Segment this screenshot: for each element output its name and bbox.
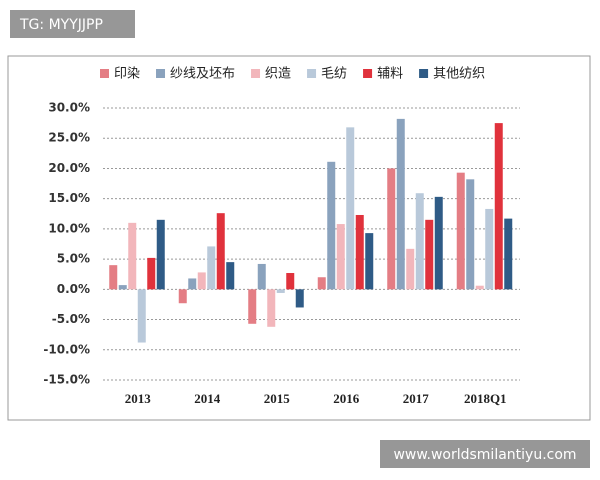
- site-text: www.worldsmilantiyu.com: [393, 447, 576, 463]
- y-tick-label: -10.0%: [43, 342, 90, 356]
- y-tick-label: 20.0%: [48, 161, 90, 175]
- y-tick-label: 15.0%: [48, 191, 90, 205]
- y-tick-label: 5.0%: [57, 252, 90, 266]
- y-tick-label: 0.0%: [57, 282, 90, 296]
- bar: [226, 262, 235, 290]
- y-tick-label: 25.0%: [48, 131, 90, 145]
- tag-box: [10, 10, 135, 38]
- bar: [494, 123, 503, 290]
- bar: [336, 224, 345, 290]
- bar: [207, 246, 216, 290]
- bar: [346, 127, 355, 290]
- bar: [504, 218, 513, 290]
- bar: [156, 219, 165, 290]
- y-tick-label: 10.0%: [48, 221, 90, 235]
- legend-swatch: [100, 69, 109, 78]
- bar: [434, 196, 443, 290]
- legend-label: 纱线及坯布: [170, 67, 235, 82]
- legend-swatch: [251, 69, 261, 78]
- bar: [475, 285, 484, 290]
- legend-swatch: [363, 69, 373, 78]
- bar: [355, 214, 364, 290]
- x-tick-label: 2013: [125, 391, 152, 406]
- legend-label: 印染: [114, 67, 140, 82]
- y-tick-label: 30.0%: [48, 101, 90, 115]
- bar: [267, 289, 276, 327]
- bar: [415, 193, 424, 290]
- legend-swatch: [156, 69, 166, 78]
- bar: [216, 213, 225, 290]
- bar: [396, 118, 405, 290]
- tag-text: TG: MYYJJPP: [19, 17, 103, 33]
- bar: [295, 289, 304, 308]
- x-tick-label: 2014: [194, 391, 221, 406]
- x-tick-label: 2017: [403, 391, 430, 406]
- bar: [188, 278, 197, 290]
- legend-label: 辅料: [377, 67, 403, 82]
- legend-label: 其他纺织: [433, 67, 485, 82]
- legend-label: 毛纺: [321, 67, 347, 82]
- x-tick-label: 2018Q1: [464, 391, 507, 406]
- y-tick-label: -5.0%: [52, 312, 90, 326]
- bar: [276, 289, 285, 293]
- bar: [456, 172, 465, 290]
- bar: [387, 168, 396, 290]
- site-box: [380, 440, 590, 468]
- bar: [365, 233, 374, 290]
- x-tick-label: 2016: [333, 391, 360, 406]
- bar: [118, 285, 127, 290]
- legend-label: 织造: [265, 67, 291, 82]
- bar: [137, 289, 146, 343]
- bar: [128, 222, 137, 290]
- bar: [327, 161, 336, 290]
- bar: [257, 263, 266, 290]
- bar: [286, 273, 295, 290]
- bar: [147, 257, 156, 290]
- bar: [466, 179, 475, 290]
- legend-swatch: [307, 69, 317, 78]
- bar: [425, 219, 434, 290]
- bar: [197, 272, 206, 290]
- bar: [178, 289, 187, 304]
- bar: [485, 208, 494, 290]
- bar: [317, 277, 326, 290]
- bar: [109, 265, 118, 290]
- bar: [248, 289, 257, 324]
- y-tick-label: -15.0%: [43, 373, 90, 387]
- legend-swatch: [419, 69, 429, 78]
- bar: [406, 248, 415, 290]
- x-tick-label: 2015: [264, 391, 291, 406]
